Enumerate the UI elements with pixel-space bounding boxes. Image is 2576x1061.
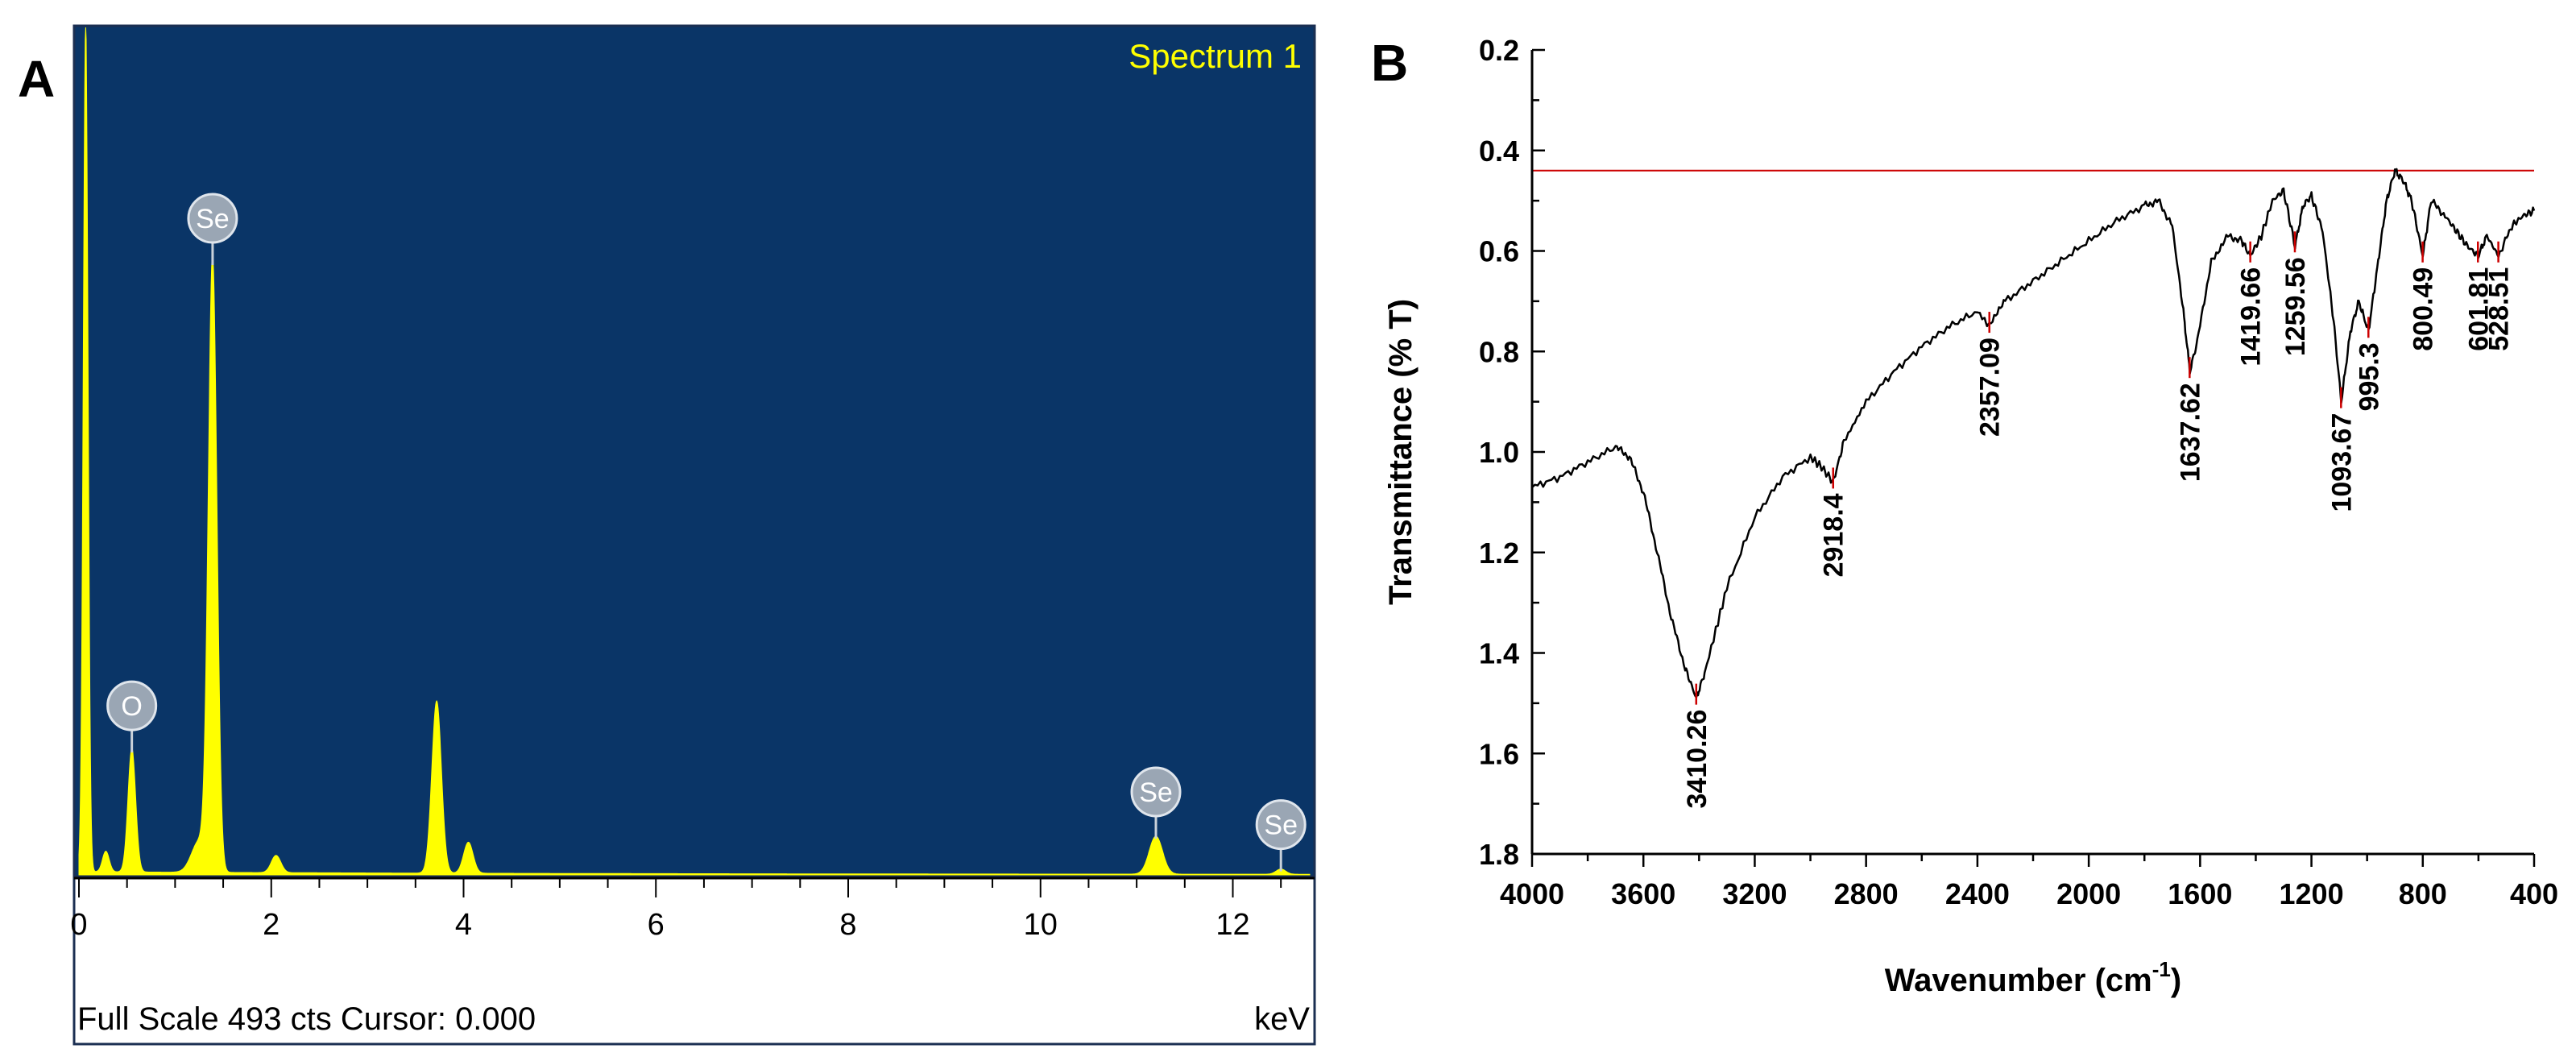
peak-label: 1419.66 [2236, 267, 2267, 367]
ftir-x-tick-label: 2800 [1834, 877, 1899, 910]
ftir-y-tick-label: 0.2 [1479, 34, 1519, 67]
ftir-y-tick-label: 1.4 [1479, 637, 1519, 670]
ftir-chart: 3410.26 2918.4 2357.09 1637.62 1419.66 1259.5… [1383, 34, 2558, 998]
ftir-x-axis-title-superscript: -1 [2152, 957, 2171, 981]
peak-label: 1259.56 [2280, 257, 2311, 356]
eds-tick-label: 0 [70, 908, 87, 942]
eds-axis-strip [72, 875, 1316, 1046]
peak-label: 1093.67 [2326, 413, 2357, 512]
ftir-x-tick-label: 2000 [2056, 877, 2121, 910]
ftir-x-tick-label: 3200 [1722, 877, 1787, 910]
eds-spectrum-area [78, 27, 1311, 877]
ftir-spectrum-line [1531, 168, 2536, 698]
panel-a-label: A [18, 50, 55, 108]
ftir-y-tick-label: 1.8 [1479, 838, 1519, 871]
element-badge [106, 680, 158, 732]
element-badge [1255, 799, 1307, 851]
ftir-x-tick-label: 3600 [1611, 877, 1675, 910]
peak-label: 2918.4 [1819, 493, 1849, 577]
ftir-x-tick-label: 4000 [1500, 877, 1564, 910]
ftir-x-tick-label: 800 [2399, 877, 2447, 910]
peak-label: 3410.26 [1682, 710, 1713, 809]
ftir-x-axis-title-suffix: ) [2171, 963, 2181, 998]
eds-tick-label: 2 [263, 908, 280, 942]
element-label: O [121, 691, 142, 722]
eds-tick-label: 10 [1024, 908, 1058, 942]
eds-footer-text: Full Scale 493 cts Cursor: 0.000 [77, 1001, 536, 1037]
peak-label: 800.49 [2408, 267, 2439, 351]
ftir-x-tick-label: 1200 [2280, 877, 2344, 910]
ftir-y-tick-label: 1.6 [1479, 737, 1519, 770]
peak-label: 2357.09 [1975, 338, 2006, 437]
ftir-y-tick-label: 0.4 [1479, 135, 1519, 168]
element-label: Se [1139, 777, 1173, 808]
eds-plot-background [72, 24, 1316, 878]
peak-label: 528.51 [2484, 267, 2515, 351]
element-label: Se [1264, 810, 1298, 841]
ftir-x-tick-label: 1600 [2168, 877, 2232, 910]
ftir-x-tick-label: 2400 [1945, 877, 2010, 910]
element-label: Se [196, 204, 230, 234]
eds-tick-label: 6 [648, 908, 665, 942]
ftir-y-axis-title: Transmittance (% T) [1383, 299, 1418, 605]
eds-tick-label: 4 [455, 908, 472, 942]
element-badge [1130, 766, 1182, 818]
eds-spectrum-title: Spectrum 1 [1129, 37, 1302, 75]
eds-chart: O Se Se Se Spectrum 1 0 2 4 6 8 10 12 Full Scale … [70, 24, 1316, 1046]
peak-label: 995.3 [2354, 342, 2384, 411]
peak-label: 601.81 [2463, 267, 2494, 351]
ftir-y-tick-label: 0.6 [1479, 235, 1519, 268]
panel-b-label: B [1371, 34, 1408, 92]
eds-unit-label: keV [1254, 1001, 1310, 1037]
ftir-x-tick-label: 400 [2510, 877, 2558, 910]
ftir-x-axis-title: Wavenumber (cm-1) [1885, 957, 2181, 998]
ftir-axes: 0.2 0.4 0.6 0.8 1.0 1.2 1.4 1.6 1.8 4000 3600 3200 2… [1479, 34, 2558, 910]
ftir-y-tick-label: 1.2 [1479, 537, 1519, 570]
eds-element-labels: O Se Se Se [106, 193, 1307, 872]
eds-tick-label: 12 [1216, 908, 1249, 942]
eds-tick-label: 8 [839, 908, 856, 942]
element-badge [187, 193, 238, 244]
ftir-peak-labels: 3410.26 2918.4 2357.09 1637.62 1419.66 1259.5… [1682, 231, 2515, 809]
ftir-y-tick-label: 0.8 [1479, 335, 1519, 368]
ftir-x-axis-title-text: Wavenumber (cm [1885, 963, 2152, 998]
eds-x-axis: 0 2 4 6 8 10 12 [70, 877, 1315, 942]
ftir-y-tick-label: 1.0 [1479, 436, 1519, 469]
peak-label: 1637.62 [2175, 383, 2205, 482]
